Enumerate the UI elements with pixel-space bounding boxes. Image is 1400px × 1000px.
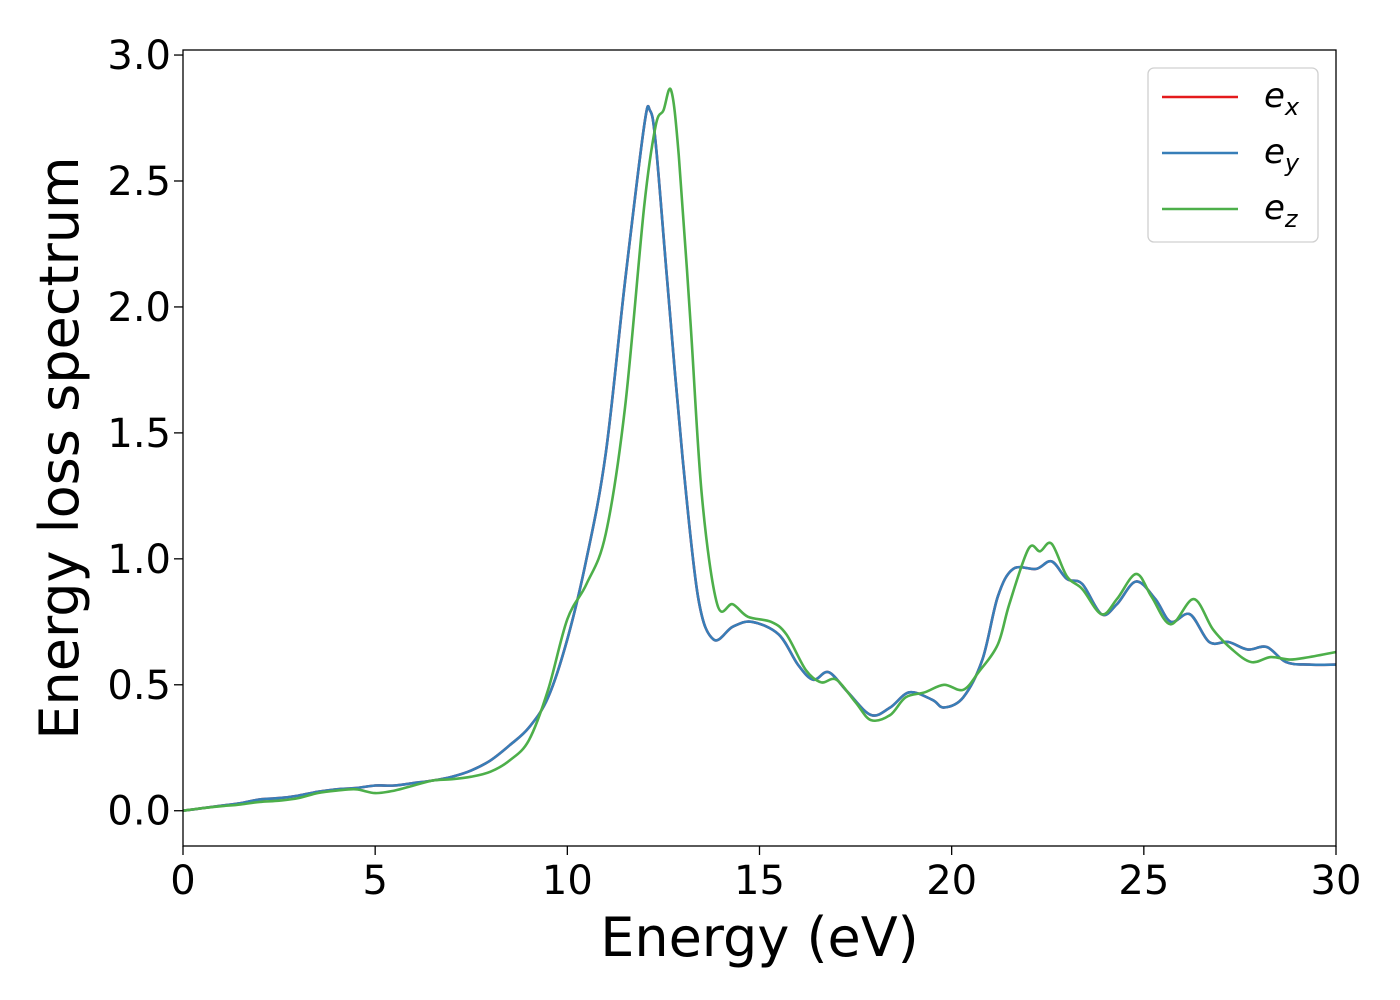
series-line-y xyxy=(182,104,1337,812)
legend-label-x: ex xyxy=(1264,76,1300,121)
series-line-z xyxy=(182,87,1337,812)
series-lines xyxy=(182,87,1337,812)
x-tick-label: 15 xyxy=(734,858,785,904)
legend-label-subscript: x xyxy=(1284,93,1300,121)
y-tick-label: 1.5 xyxy=(107,411,171,457)
x-tick-label: 30 xyxy=(1311,858,1362,904)
y-tick-label: 2.0 xyxy=(107,285,171,331)
legend-label-y: ey xyxy=(1264,132,1300,177)
x-axis-title: Energy (eV) xyxy=(600,906,919,969)
legend-label-base: e xyxy=(1264,132,1285,172)
legend-label-z: ez xyxy=(1264,188,1299,233)
legend-box xyxy=(1147,67,1319,243)
y-axis-title: Energy loss spectrum xyxy=(28,156,91,739)
x-tick-label: 10 xyxy=(542,858,593,904)
legend-label-base: e xyxy=(1264,76,1285,116)
y-tick-label: 3.0 xyxy=(107,33,171,79)
y-tick-label: 0.0 xyxy=(107,789,171,835)
legend-label-subscript: z xyxy=(1284,205,1299,233)
x-tick-label: 0 xyxy=(170,858,195,904)
axis-ticks: 0 5 10 15 20 25 30 0.0 0.5 1.0 1.5 2.0 2.5 3.0 xyxy=(107,33,1361,904)
legend-label-subscript: y xyxy=(1284,149,1300,177)
x-tick-label: 25 xyxy=(1118,858,1169,904)
plot-frame xyxy=(182,49,1337,847)
x-tick-label: 20 xyxy=(926,858,977,904)
x-tick-label: 5 xyxy=(362,858,387,904)
y-tick-label: 1.0 xyxy=(107,537,171,583)
legend-label-base: e xyxy=(1264,188,1285,228)
y-tick-label: 2.5 xyxy=(107,159,171,205)
y-tick-label: 0.5 xyxy=(107,663,171,709)
